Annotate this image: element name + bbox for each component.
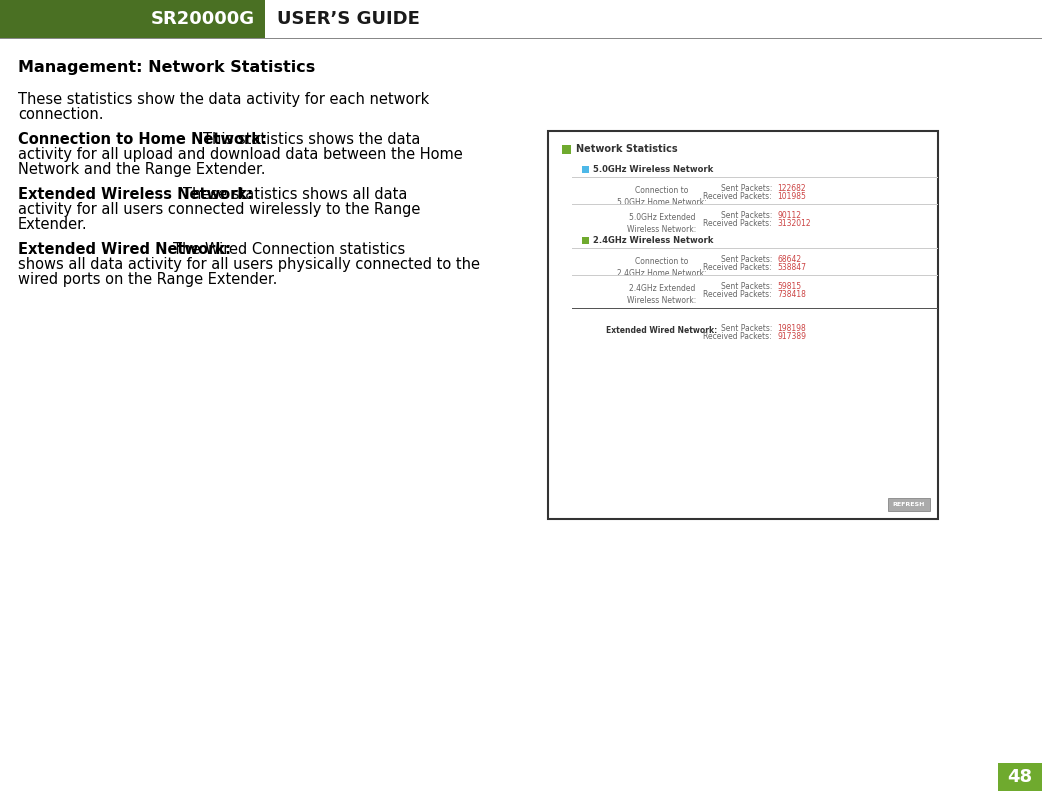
Bar [562,145,571,154]
Text: Extender.: Extender. [18,217,88,232]
Bar [998,763,1042,791]
Text: SR20000G: SR20000G [151,10,255,28]
Text: Sent Packets:: Sent Packets: [721,324,772,333]
Text: 59815: 59815 [777,282,801,291]
Bar [265,0,1042,38]
Text: 90112: 90112 [777,211,801,220]
Text: 48: 48 [1008,768,1033,786]
Text: 198198: 198198 [777,324,805,333]
Text: Received Packets:: Received Packets: [703,219,772,228]
Text: 3132012: 3132012 [777,219,811,228]
Text: 5.0GHz Extended
Wireless Network:: 5.0GHz Extended Wireless Network: [627,213,697,234]
Text: Extended Wireless Network:: Extended Wireless Network: [18,187,253,202]
Text: activity for all users connected wirelessly to the Range: activity for all users connected wireles… [18,202,420,217]
Text: activity for all upload and download data between the Home: activity for all upload and download dat… [18,147,463,162]
Bar [0,0,265,38]
Text: Sent Packets:: Sent Packets: [721,282,772,291]
Text: connection.: connection. [18,107,103,122]
Text: The Wired Connection statistics: The Wired Connection statistics [173,242,405,257]
Text: This statistics shows the data: This statistics shows the data [203,132,420,147]
Text: Received Packets:: Received Packets: [703,290,772,299]
Text: Received Packets:: Received Packets: [703,263,772,272]
Text: wired ports on the Range Extender.: wired ports on the Range Extender. [18,272,277,287]
Text: Connection to Home Network:: Connection to Home Network: [18,132,267,147]
Text: 738418: 738418 [777,290,805,299]
Text: Network Statistics: Network Statistics [576,145,677,154]
Bar [888,498,931,511]
Text: Extended Wired Network:: Extended Wired Network: [18,242,231,257]
Bar [0,38,1042,40]
Text: REFRESH: REFRESH [893,502,925,507]
Text: These statistics shows all data: These statistics shows all data [183,187,407,202]
Text: These statistics show the data activity for each network: These statistics show the data activity … [18,92,429,107]
Text: Sent Packets:: Sent Packets: [721,184,772,193]
Text: 5.0GHz Wireless Network: 5.0GHz Wireless Network [593,165,714,174]
Text: USER’S GUIDE: USER’S GUIDE [277,10,420,28]
Text: 68642: 68642 [777,255,801,264]
Bar [572,308,938,309]
Text: Network and the Range Extender.: Network and the Range Extender. [18,162,266,177]
Text: 538847: 538847 [777,263,807,272]
Text: shows all data activity for all users physically connected to the: shows all data activity for all users ph… [18,257,480,272]
Text: 917389: 917389 [777,332,807,341]
Text: Received Packets:: Received Packets: [703,192,772,201]
Text: 101985: 101985 [777,192,805,201]
Text: Connection to
5.0GHz Home Network:: Connection to 5.0GHz Home Network: [617,186,706,206]
Text: 122682: 122682 [777,184,805,193]
Text: 2.4GHz Extended
Wireless Network:: 2.4GHz Extended Wireless Network: [627,284,697,305]
Bar [582,166,589,173]
Bar [548,131,938,519]
Text: Extended Wired Network:: Extended Wired Network: [606,326,718,335]
Text: Management: Network Statistics: Management: Network Statistics [18,60,316,75]
Text: Sent Packets:: Sent Packets: [721,211,772,220]
Text: Connection to
2.4GHz Home Network:: Connection to 2.4GHz Home Network: [617,257,706,278]
Bar [582,237,589,244]
Text: 2.4GHz Wireless Network: 2.4GHz Wireless Network [593,236,714,245]
Text: Sent Packets:: Sent Packets: [721,255,772,264]
Text: Received Packets:: Received Packets: [703,332,772,341]
